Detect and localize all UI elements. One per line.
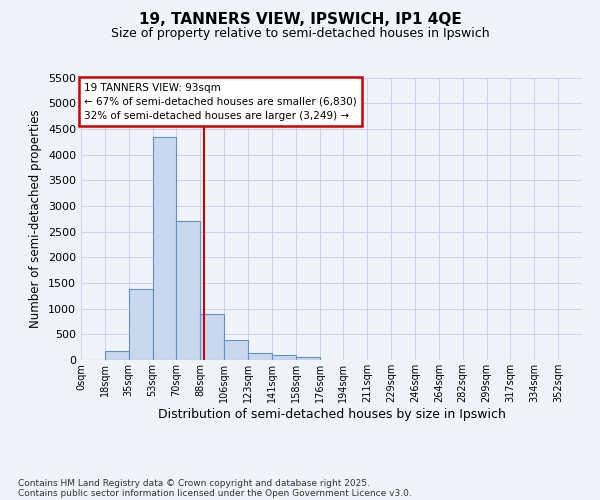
- Bar: [105, 352, 129, 360]
- Bar: [224, 340, 248, 360]
- Bar: [176, 222, 200, 360]
- Text: Contains public sector information licensed under the Open Government Licence v3: Contains public sector information licen…: [18, 488, 412, 498]
- Text: 19 TANNERS VIEW: 93sqm
← 67% of semi-detached houses are smaller (6,830)
32% of : 19 TANNERS VIEW: 93sqm ← 67% of semi-det…: [84, 82, 356, 120]
- Bar: [129, 289, 152, 360]
- Bar: [200, 314, 224, 360]
- Text: Size of property relative to semi-detached houses in Ipswich: Size of property relative to semi-detach…: [110, 28, 490, 40]
- X-axis label: Distribution of semi-detached houses by size in Ipswich: Distribution of semi-detached houses by …: [158, 408, 505, 420]
- Bar: [272, 356, 296, 360]
- Bar: [248, 353, 272, 360]
- Text: 19, TANNERS VIEW, IPSWICH, IP1 4QE: 19, TANNERS VIEW, IPSWICH, IP1 4QE: [139, 12, 461, 28]
- Bar: [296, 357, 320, 360]
- Bar: [152, 136, 176, 360]
- Text: Contains HM Land Registry data © Crown copyright and database right 2025.: Contains HM Land Registry data © Crown c…: [18, 478, 370, 488]
- Y-axis label: Number of semi-detached properties: Number of semi-detached properties: [29, 110, 43, 328]
